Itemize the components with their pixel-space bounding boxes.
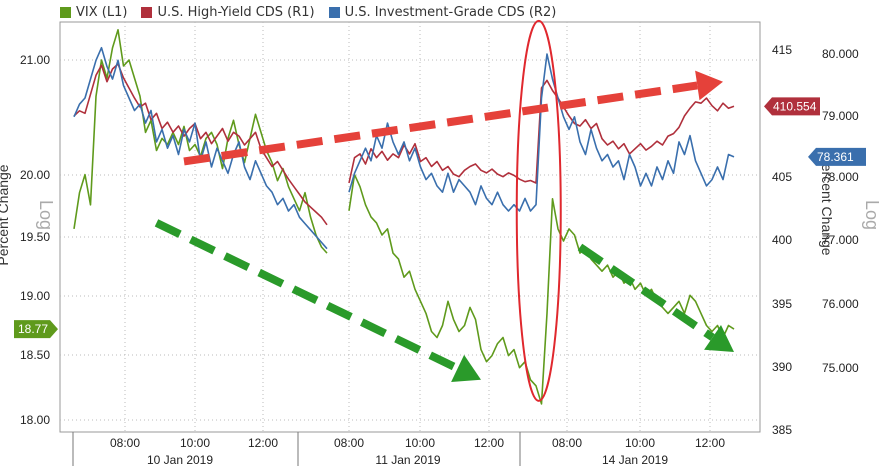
r1-tick-label: 385 [772,423,792,437]
r2-tick-label: 77.000 [822,233,859,247]
annotation-ellipse-3 [515,19,562,402]
x-tick-label: 08:00 [334,436,364,450]
right-axis-title: Percent Change [819,154,835,255]
r1-tick-label: 395 [772,297,792,311]
r1-tick-label: 415 [772,43,792,57]
annotation-arrow-head-1 [451,354,481,382]
legend-item-investment-grade[interactable]: U.S. Investment-Grade CDS (R2) [328,4,557,20]
day-label: 10 Jan 2019 [147,453,213,467]
day-label: 14 Jan 2019 [602,453,668,467]
annotation-arrow-shaft-1 [154,219,460,373]
legend-item-vix[interactable]: VIX (L1) [60,5,127,20]
annotation-arrow-shaft-2 [577,243,715,341]
left-tick-label: 18.00 [20,413,50,427]
r2-tick-label: 76.000 [822,297,859,311]
last-value-flag-2 [808,147,866,166]
left-tick-label: 20.00 [20,168,50,182]
r2-tick-label: 75.000 [822,361,859,375]
legend: VIX (L1) U.S. High-Yield CDS (R1) U.S. I… [60,2,556,22]
left-tick-label: 18.50 [20,348,50,362]
last-value-flag-0 [14,320,58,339]
right-axis-scale: Log [862,200,882,230]
left-tick-label: 19.00 [20,289,50,303]
day-label: 11 Jan 2019 [375,453,440,467]
x-tick-label: 12:00 [248,436,278,450]
r2-tick-label: 79.000 [822,109,859,123]
legend-item-high-yield[interactable]: U.S. High-Yield CDS (R1) [141,4,315,20]
x-tick-label: 08:00 [552,436,582,450]
x-tick-label: 10:00 [180,436,210,450]
left-tick-label: 19.50 [20,230,50,244]
plot-frame [59,21,761,433]
r1-tick-label: 400 [772,233,792,247]
last-value-label-1: 410.554 [773,99,817,113]
annotation-arrow-head-2 [704,325,734,352]
left-tick-label: 21.00 [20,53,50,67]
legend-swatch-high-yield [141,6,153,18]
r2-tick-label: 80.000 [822,47,859,61]
legend-label-investment-grade: U.S. Investment-Grade CDS (R2) [344,4,557,20]
r2-tick-label: 78.000 [822,170,859,184]
legend-swatch-vix [60,6,71,18]
last-value-label-0: 18.77 [18,322,48,336]
x-tick-label: 12:00 [474,436,504,450]
legend-label-vix: VIX (L1) [76,4,128,20]
x-tick-label: 10:00 [405,436,435,450]
last-value-label-2: 78.361 [817,150,854,164]
left-axis-scale: Log [36,200,56,230]
annotation-arrow-shaft-0 [183,81,698,166]
x-tick-label: 10:00 [625,436,655,450]
left-axis-title: Percent Change [0,164,11,265]
series-line-0 [73,29,735,405]
legend-label-high-yield: U.S. High-Yield CDS (R1) [157,4,315,20]
last-value-flag-1 [764,97,820,116]
legend-swatch-investment-grade [328,6,340,18]
x-tick-label: 12:00 [695,436,725,450]
x-tick-label: 08:00 [110,436,140,450]
r1-tick-label: 390 [772,360,792,374]
annotation-arrow-head-0 [695,70,723,101]
r1-tick-label: 405 [772,170,792,184]
